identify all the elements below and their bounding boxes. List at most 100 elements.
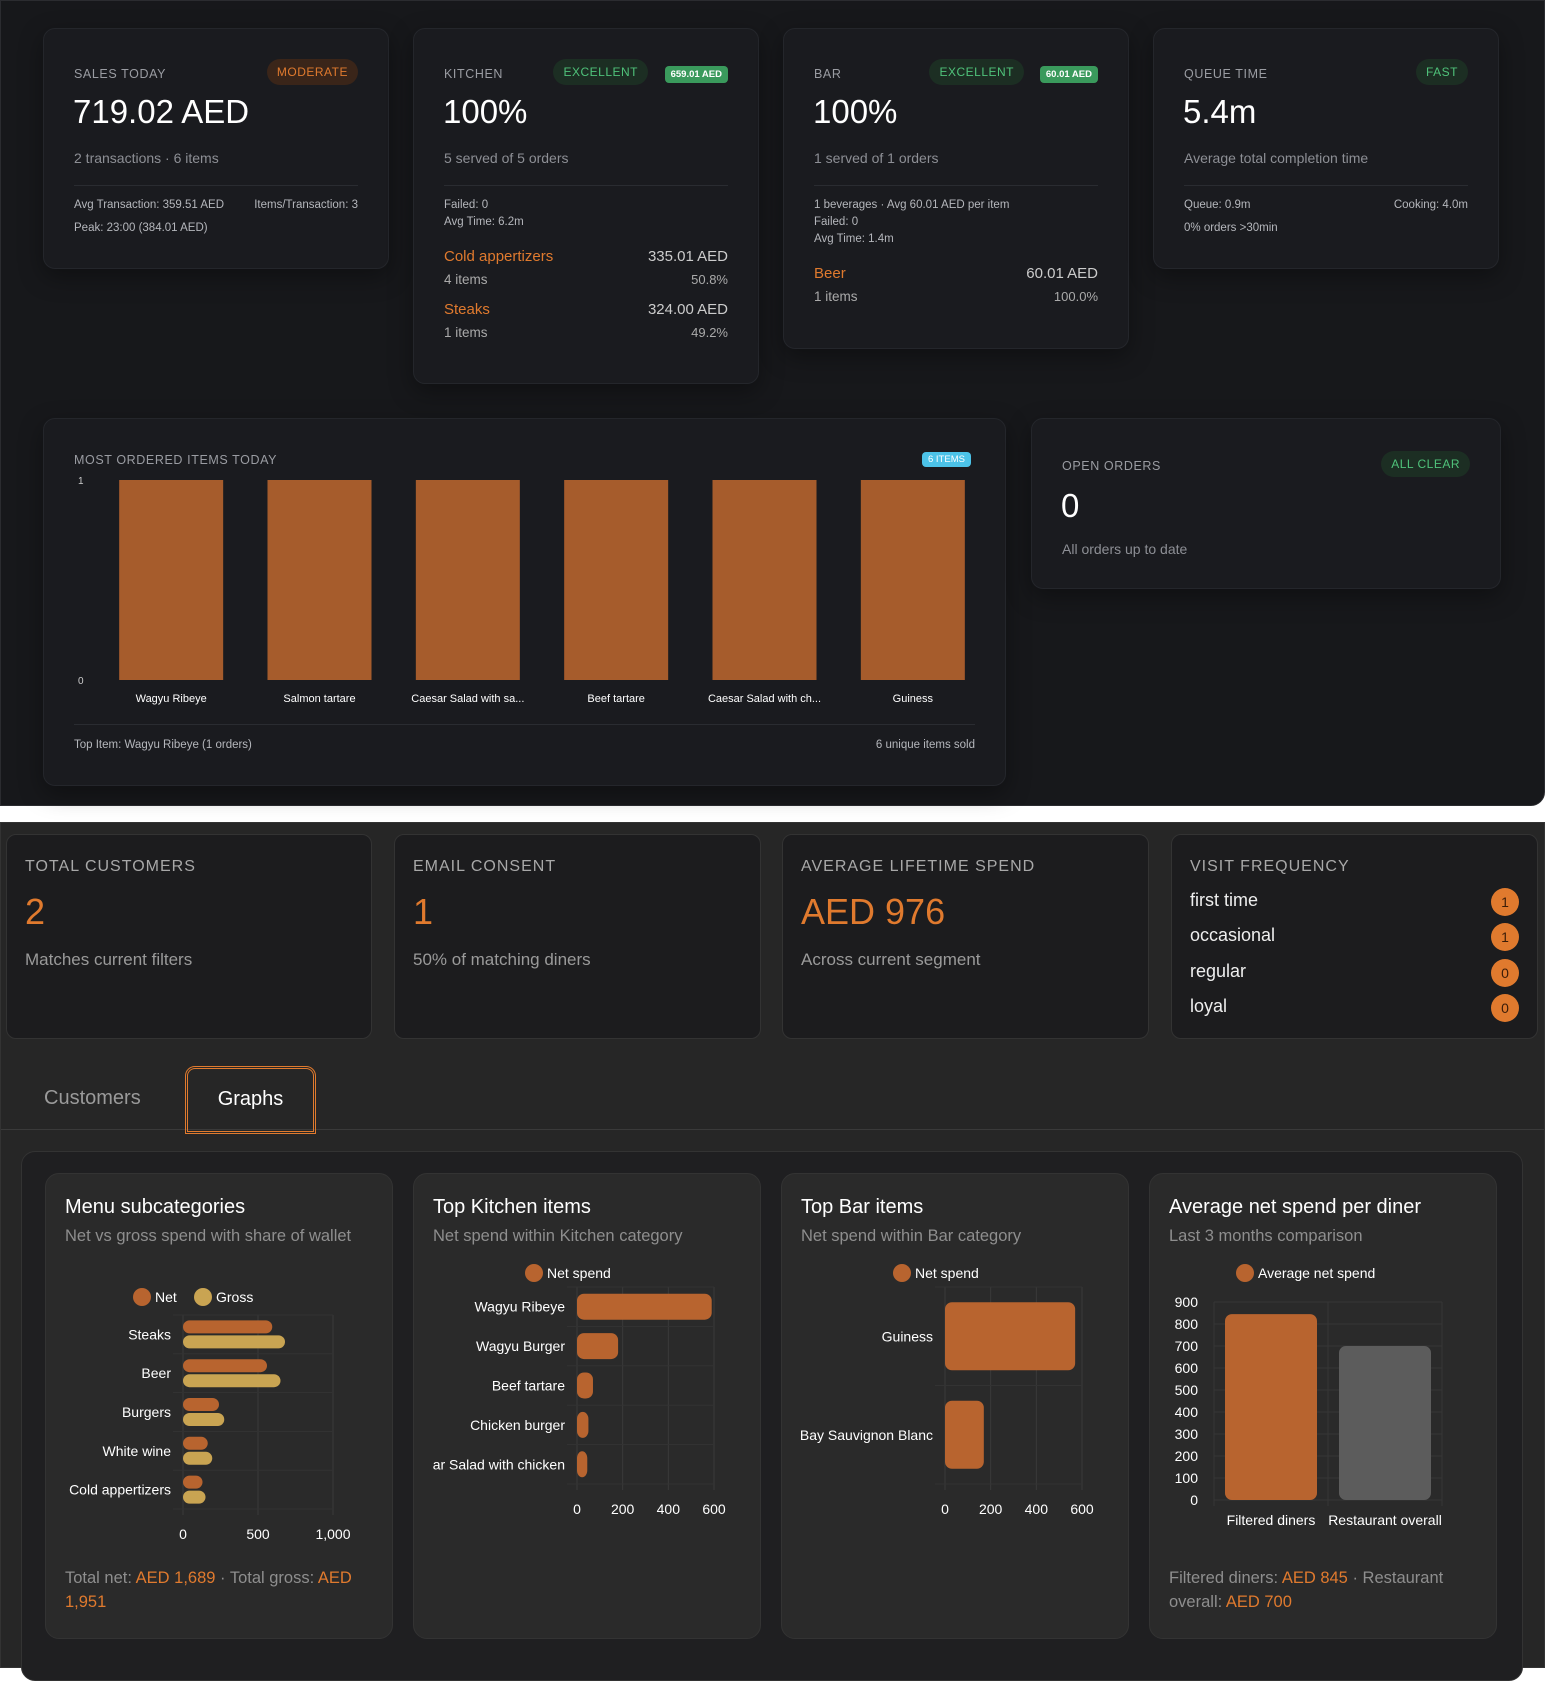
kitchen-value: 100% [443,93,528,130]
filtered-diners-value: AED 845 [1281,1569,1348,1587]
divider [74,724,975,725]
y-tick-label: 800 [1175,1316,1199,1332]
x-tick-label: 0 [179,1526,187,1542]
y-tick-label: ar Salad with chicken [433,1456,565,1472]
most-ordered-chart: 1 0 Wagyu Ribeye Salmon tartare Caesar Salad… [78,476,965,705]
open-orders-sub: All orders up to date [1062,541,1188,557]
divider [814,185,1098,186]
x-tick-label: Beef tartare [587,693,644,705]
frequency-count: 1 [1491,888,1519,916]
frequency-count: 1 [1491,923,1519,951]
frequency-label: first time [1190,890,1259,910]
bar [577,1372,593,1399]
x-tick-label: Filtered diners [1227,1512,1316,1528]
kpi-sub: 50% of matching diners [413,950,591,969]
total-gross: AED 1,951 [65,1569,352,1611]
kpi-sub: Across current segment [801,950,981,969]
x-tick-label: 400 [1025,1501,1049,1517]
avg-transaction: Avg Transaction: 359.51 AED [74,199,225,211]
status-badge: EXCELLENT [929,59,1024,85]
frequency-label: regular [1190,961,1247,981]
open-orders-value: 0 [1061,487,1080,524]
x-tick-label: 200 [979,1501,1003,1517]
legend-label: Net spend [915,1265,979,1281]
frequency-count: 0 [1491,959,1519,987]
footer-label: Filtered diners: [1169,1569,1282,1587]
tab-divider [1,1129,1544,1130]
items-badge: 6 ITEMS [922,452,971,467]
top-item: Top Item: Wagyu Ribeye (1 orders) [74,739,252,751]
x-tick-label: Caesar Salad with sa... [411,693,524,705]
revenue-chip: 60.01 AED [1039,66,1098,83]
y-tick-label: Beer [141,1365,171,1381]
x-tick-label: Guiness [893,693,934,705]
bar [1339,1346,1431,1500]
bar [267,480,372,680]
menu-subcategories-chart: Net Gross 0 500 1,000 Steaks Beer Burgers White … [69,1288,351,1542]
y-tick-label: Bay Sauvignon Blanc [800,1427,933,1443]
kitchen-card: KITCHEN EXCELLENT 659.01 AED 100% 5 serv… [413,28,759,384]
graph-subtitle: Last 3 months comparison [1169,1227,1363,1245]
queue-wait: Queue: 0.9m [1184,199,1251,211]
tab-graphs[interactable]: Graphs [185,1066,316,1134]
category-name: Steaks [444,301,490,318]
x-tick-label: 0 [573,1501,581,1517]
bar [183,1436,208,1450]
failed: Failed: 0 [444,199,489,211]
bar [945,1302,1076,1371]
bar [183,1398,219,1411]
queue-sub: Average total completion time [1184,150,1369,166]
operations-dashboard: SALES TODAY MODERATE 719.02 AED 2 transa… [0,0,1545,806]
kpi-average-lifetime-spend: AVERAGE LIFETIME SPEND AED 976 Across cu… [782,834,1149,1039]
card-label: KITCHEN [444,67,504,81]
restaurant-overall-value: AED 700 [1225,1593,1292,1611]
category-items: 4 items [444,272,488,287]
bar-card: BAR EXCELLENT 60.01 AED 100% 1 served of… [783,28,1129,349]
y-tick-label: Chicken burger [470,1417,565,1433]
bar [183,1413,225,1426]
x-tick-label: Salmon tartare [283,693,355,705]
y-tick-label: 200 [1175,1448,1199,1464]
queue-value: 5.4m [1183,93,1257,130]
kpi-title: AVERAGE LIFETIME SPEND [801,858,1036,875]
legend-label: Net spend [547,1265,611,1281]
top-kitchen-items-card: Top Kitchen items Net spend within Kitch… [413,1173,761,1639]
top-bar-items-chart: Net spend 0 200 400 600 Guiness Bay Sauvignon … [800,1264,1094,1517]
y-tick-label: 400 [1175,1404,1199,1420]
graph-title: Top Bar items [801,1196,924,1218]
graph-footer: Total net: AED 1,689 · Total gross: AED … [65,1566,385,1614]
total-net: AED 1,689 [135,1569,216,1587]
sales-value: 719.02 AED [73,93,250,130]
category-amount: 335.01 AED [647,248,728,265]
bar [577,1451,588,1478]
y-tick-label: 1 [78,476,84,487]
kpi-sub: Matches current filters [25,950,193,969]
category-amount: 60.01 AED [1026,265,1098,282]
kitchen-sub: 5 served of 5 orders [444,150,569,166]
graph-footer: Filtered diners: AED 845 · Restaurant ov… [1169,1566,1489,1614]
sales-today-card: SALES TODAY MODERATE 719.02 AED 2 transa… [43,28,389,269]
x-tick-label: 400 [657,1501,681,1517]
beverages: 1 beverages · Avg 60.01 AED per item [814,199,1010,211]
queue-time-card: QUEUE TIME FAST 5.4m Average total compl… [1153,28,1499,269]
status-badge: ALL CLEAR [1381,451,1470,477]
bar [712,480,817,680]
y-tick-label: Wagyu Burger [476,1338,565,1354]
kpi-email-consent: EMAIL CONSENT 1 50% of matching diners [394,834,761,1039]
y-tick-label: 0 [1190,1492,1198,1508]
legend-swatch [1236,1264,1254,1282]
x-tick-label: Caesar Salad with ch... [708,693,821,705]
tab-customers[interactable]: Customers [44,1087,141,1109]
bar [577,1293,712,1320]
card-label: OPEN ORDERS [1062,459,1161,473]
category-name: Beer [814,265,846,282]
footer-label: · Restaurant overall: [1169,1569,1444,1611]
legend-swatch [893,1264,911,1282]
bar [1225,1314,1317,1500]
y-tick-label: White wine [103,1443,172,1459]
customers-dashboard: TOTAL CUSTOMERS 2 Matches current filter… [0,822,1545,1681]
graph-title: Average net spend per diner [1169,1196,1422,1218]
category-share: 100.0% [1053,289,1098,304]
avg-time: Avg Time: 6.2m [444,216,524,228]
y-tick-label: 0 [78,676,84,687]
